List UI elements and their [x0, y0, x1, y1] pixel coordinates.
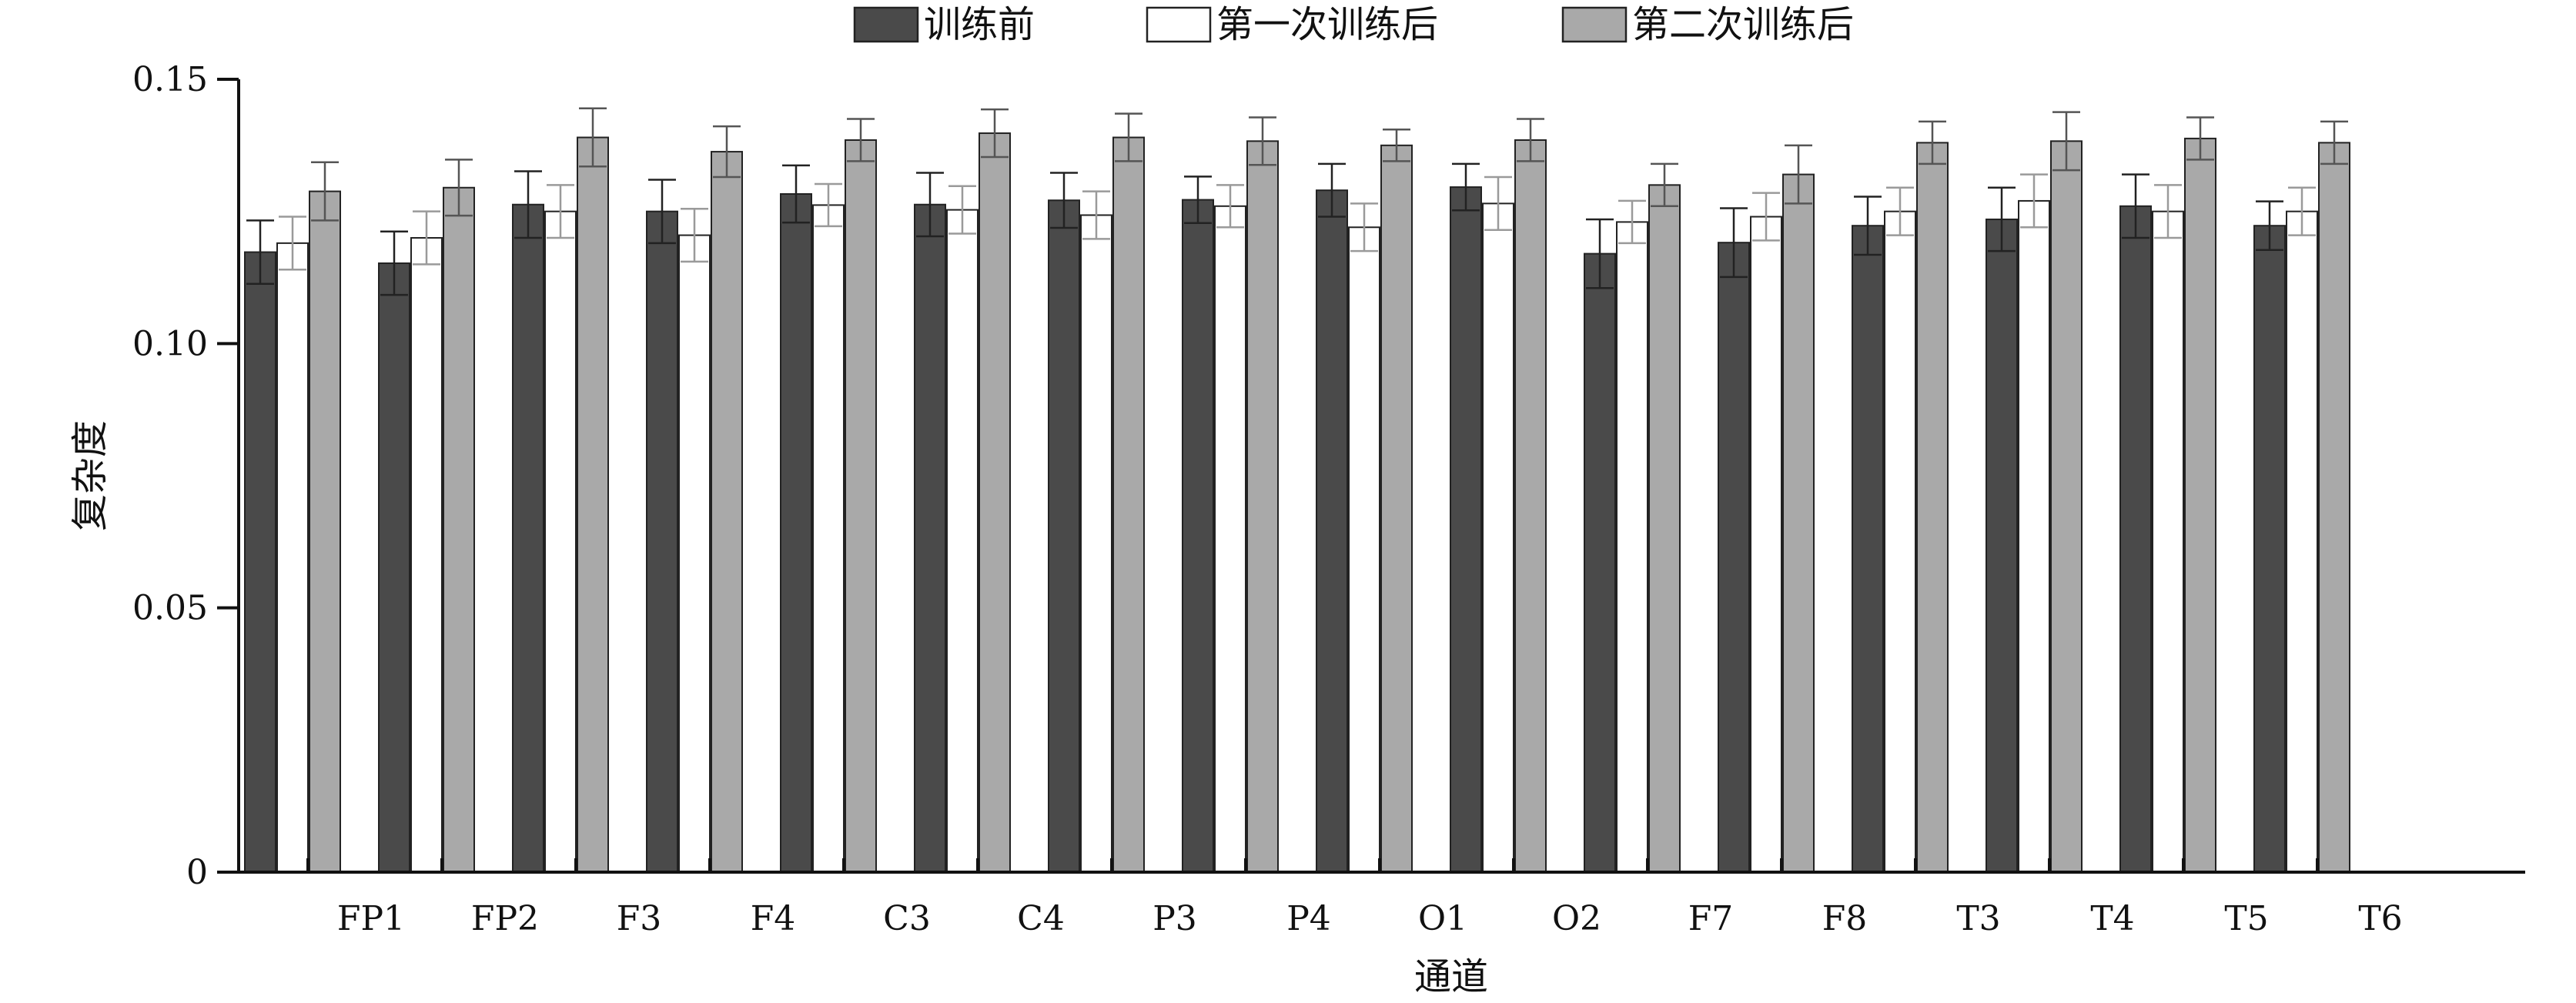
bar: [1852, 225, 1884, 873]
bar: [1214, 205, 1246, 873]
bar: [678, 234, 711, 874]
bar: [646, 210, 678, 873]
bar: [946, 209, 979, 873]
x-tick-label: T6: [2358, 899, 2402, 938]
bar: [979, 132, 1011, 874]
bar: [309, 190, 341, 874]
error-bars: [246, 107, 2348, 296]
x-tick-label: T4: [2090, 899, 2134, 938]
bar: [1782, 173, 1815, 874]
bar: [410, 237, 443, 873]
legend-swatch: [1146, 6, 1212, 43]
x-tick-label: FP1: [337, 899, 405, 938]
bar: [1348, 226, 1380, 873]
x-axis-label: 通道: [1414, 955, 1488, 998]
x-tick-label: C3: [883, 899, 931, 938]
y-tick-label: 0.10: [132, 324, 208, 363]
x-tick-label: T5: [2224, 899, 2268, 938]
bar: [244, 251, 276, 874]
bar: [1750, 216, 1782, 873]
legend-label: 第一次训练后: [1216, 3, 1438, 46]
x-tick-label: O1: [1418, 899, 1467, 938]
bar: [1380, 144, 1413, 874]
legend-swatch: [853, 6, 919, 43]
bar: [1182, 199, 1214, 873]
bars: [244, 132, 2350, 874]
x-tick-label: F7: [1688, 899, 1734, 938]
y-tick-label: 0.15: [132, 60, 208, 99]
y-tick-label: 0: [186, 853, 208, 892]
bar: [1112, 136, 1145, 874]
y-tick-label: 0.05: [132, 589, 208, 628]
bar: [1916, 142, 1949, 873]
bar: [812, 204, 845, 873]
bar: [2318, 142, 2350, 873]
bar: [577, 136, 609, 874]
bar: [1080, 214, 1112, 873]
bar: [1584, 252, 1616, 874]
bar: [1648, 184, 1681, 874]
bar: [1986, 218, 2018, 873]
bar: [1482, 202, 1514, 874]
bar: [1616, 221, 1648, 873]
bar: [2050, 140, 2083, 873]
bar: [780, 193, 812, 874]
x-ticks: FP1 FP2 F3 F4 C3 C4 P3 P4 O1 O2 F7 F8 T3 T4 T5 T6: [306, 858, 2403, 938]
legend: 训练前 第一次训练后 第二次训练后: [853, 3, 1854, 46]
bar: [2152, 210, 2184, 873]
y-axis-label: 复杂度: [69, 420, 112, 531]
bar: [1884, 210, 1916, 873]
bar: [914, 203, 946, 873]
bar: [1246, 140, 1279, 873]
x-tick-label: O2: [1552, 899, 1601, 938]
bar: [711, 151, 743, 874]
legend-label: 第二次训练后: [1632, 3, 1854, 46]
x-tick-label: FP2: [471, 899, 539, 938]
x-tick-label: F8: [1822, 899, 1868, 938]
bar: [512, 203, 544, 873]
bar: [1316, 189, 1348, 873]
x-tick-label: F3: [617, 899, 662, 938]
y-ticks: 0 0.05 0.10 0.15: [132, 60, 239, 892]
bar: [2253, 225, 2286, 873]
legend-label: 训练前: [924, 3, 1035, 46]
x-tick-label: C4: [1017, 899, 1065, 938]
bar: [443, 186, 475, 873]
bar: [845, 139, 877, 873]
bar: [276, 242, 309, 874]
bar: [544, 210, 577, 873]
bar: [1048, 199, 1080, 874]
bar: [2018, 199, 2050, 873]
bar: [2184, 137, 2216, 873]
bar: [1718, 242, 1750, 873]
bar: [378, 262, 410, 873]
bar: [2286, 210, 2318, 873]
bar: [2119, 205, 2152, 873]
x-tick-label: T3: [1956, 899, 2000, 938]
bar: [1514, 139, 1547, 873]
legend-swatch: [1561, 6, 1628, 43]
bar: [1450, 186, 1482, 873]
x-tick-label: P3: [1153, 899, 1197, 938]
x-tick-label: P4: [1286, 899, 1331, 938]
x-tick-label: F4: [751, 899, 796, 938]
